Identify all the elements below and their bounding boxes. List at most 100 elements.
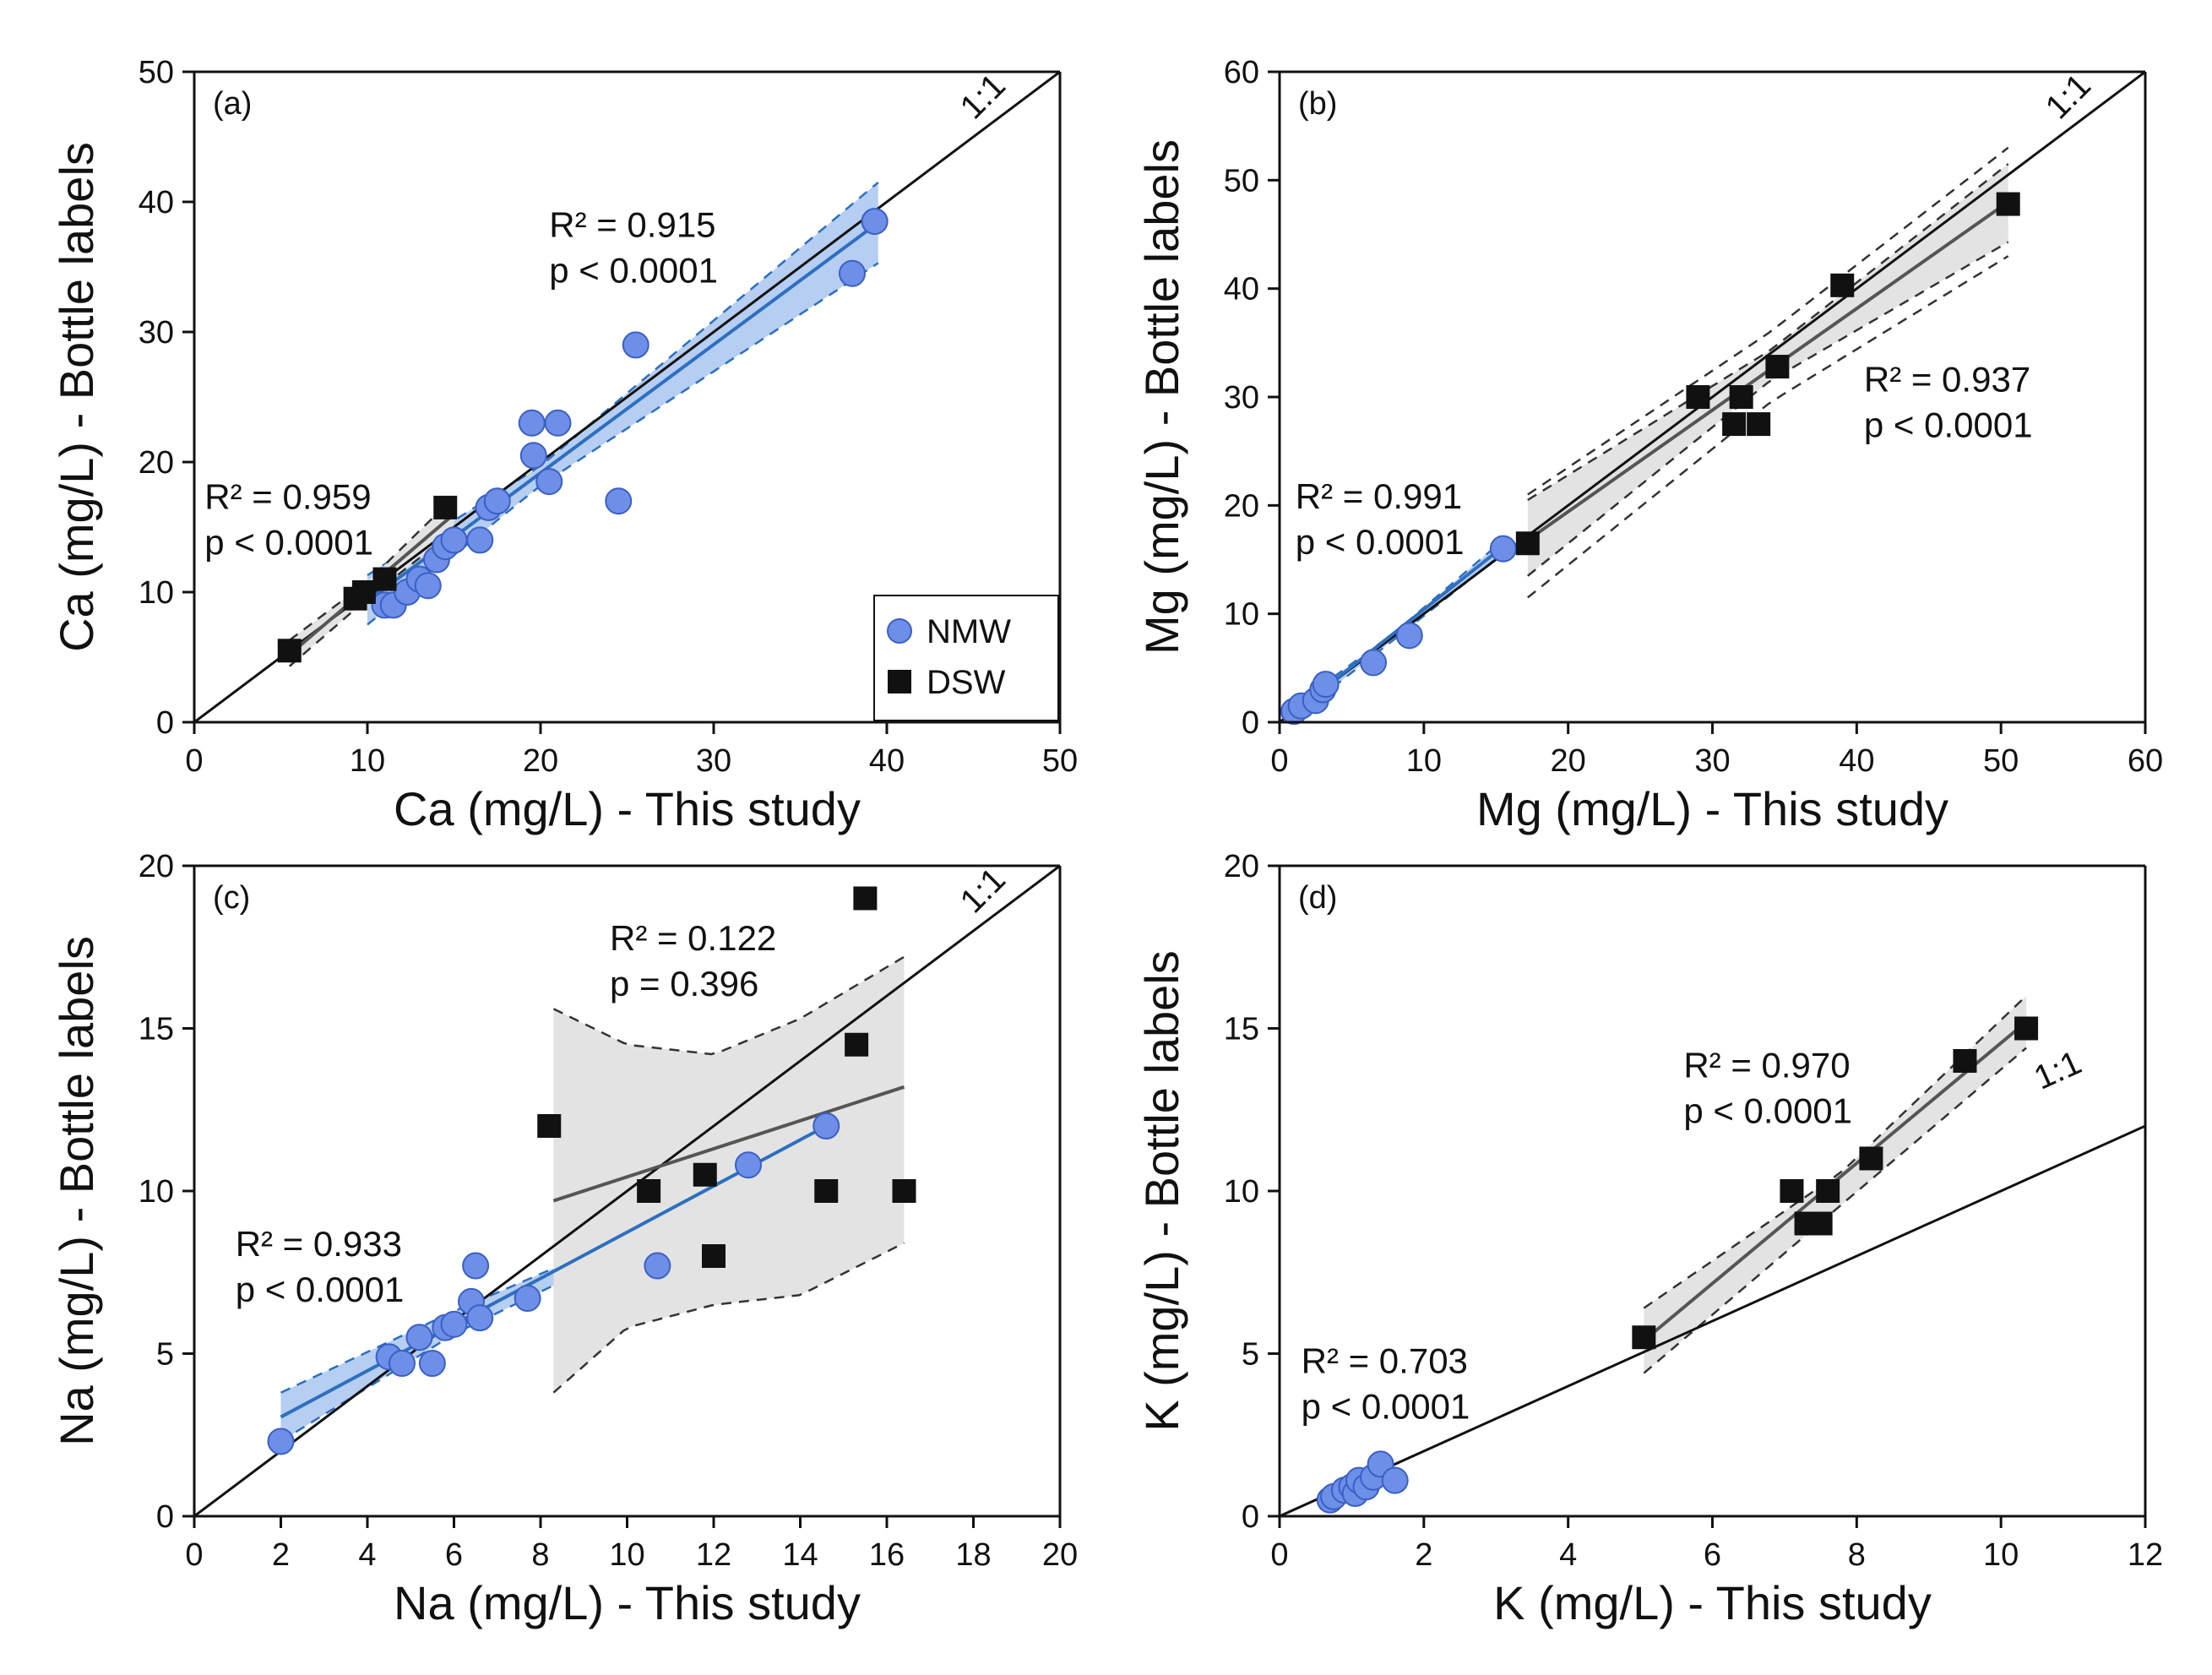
legend-marker-dsw — [888, 670, 911, 693]
band-lower-dsw — [1643, 1047, 2027, 1374]
y-tick-label: 40 — [139, 185, 174, 220]
y-axis-title: Na (mg/L) - Bottle labels — [50, 936, 103, 1446]
y-axis-title: Mg (mg/L) - Bottle labels — [1135, 139, 1188, 655]
data-point-nmw — [622, 331, 649, 359]
reference-line-1-1 — [1280, 1124, 2145, 1516]
y-tick-label: 30 — [139, 315, 174, 351]
reference-line-label: 1:1 — [2029, 1044, 2087, 1097]
reference-line-1-1 — [194, 866, 1060, 1516]
x-tick-label: 8 — [531, 1537, 549, 1573]
fit-line-dsw — [552, 1085, 905, 1203]
band-upper-dsw — [1643, 995, 2027, 1309]
x-axis-title: Mg (mg/L) - This study — [1476, 782, 1948, 835]
stats-annotation-dsw: p = 0.396 — [610, 964, 758, 1003]
data-point-dsw — [1722, 412, 1747, 437]
data-point-nmw — [466, 526, 494, 554]
reference-line-label: 1:1 — [2039, 67, 2098, 126]
stats-annotation-nmw: R² = 0.703 — [1302, 1341, 1468, 1381]
x-tick-label: 50 — [1042, 743, 1078, 779]
y-tick-label: 10 — [1224, 1174, 1259, 1210]
data-point-dsw — [1729, 385, 1753, 409]
data-point-nmw — [440, 526, 468, 554]
x-tick-label: 0 — [185, 1537, 203, 1573]
prediction-lower-dsw — [1527, 255, 2009, 599]
panel-a: 0 10 20 30 40 50 0 10 20 30 40 50 Ca (mg/L) - This s… — [50, 55, 1078, 835]
data-point-nmw — [405, 1324, 433, 1351]
x-tick-label: 16 — [869, 1537, 905, 1573]
y-axis-title: K (mg/L) - Bottle labels — [1135, 950, 1188, 1432]
legend-marker-nmw — [887, 618, 912, 644]
x-tick-label: 10 — [1406, 743, 1442, 779]
stats-annotation-nmw: R² = 0.915 — [549, 205, 715, 245]
data-point-dsw — [853, 886, 878, 911]
data-point-nmw — [518, 409, 546, 437]
x-tick-label: 0 — [185, 743, 203, 779]
stats-annotation-nmw: R² = 0.991 — [1296, 476, 1462, 516]
reference-line-label: 1:1 — [954, 67, 1013, 126]
stats-annotation-dsw: R² = 0.122 — [610, 918, 776, 958]
stats-annotation-dsw: R² = 0.959 — [204, 476, 371, 516]
data-point-dsw — [1996, 192, 2020, 216]
x-axis-title: Ca (mg/L) - This study — [394, 782, 861, 835]
data-point-dsw — [845, 1032, 869, 1057]
y-tick-label: 10 — [139, 575, 174, 611]
band-lower-dsw — [1527, 241, 2009, 577]
x-tick-label: 50 — [1983, 743, 2019, 779]
x-tick-label: 20 — [1042, 1537, 1078, 1573]
y-tick-label: 15 — [139, 1012, 174, 1047]
panel-c: 0 2 4 6 8 10 12 14 16 18 20 0 5 10 15 20 Na (mg/L) - Thi… — [50, 849, 1078, 1629]
data-point-nmw — [535, 468, 563, 496]
data-point-nmw — [483, 487, 511, 515]
x-tick-label: 8 — [1848, 1537, 1866, 1573]
data-point-nmw — [1489, 535, 1517, 563]
y-tick-label: 5 — [156, 1337, 174, 1373]
stats-annotation-dsw: p < 0.0001 — [1683, 1090, 1852, 1130]
panel-label: (d) — [1298, 880, 1337, 916]
band-upper-dsw — [289, 496, 455, 641]
y-tick-label: 20 — [1224, 849, 1259, 884]
y-tick-label: 50 — [1224, 163, 1259, 198]
x-tick-label: 20 — [1551, 743, 1586, 779]
data-point-nmw — [839, 259, 866, 287]
y-tick-label: 0 — [156, 1499, 174, 1535]
data-point-dsw — [1859, 1146, 1883, 1171]
x-tick-label: 4 — [358, 1537, 376, 1573]
prediction-upper-dsw — [1527, 146, 2009, 496]
y-tick-label: 15 — [1224, 1012, 1259, 1047]
data-point-nmw — [1312, 671, 1340, 699]
panel-label: (a) — [213, 86, 252, 122]
data-point-dsw — [1808, 1211, 1833, 1236]
x-tick-label: 6 — [1704, 1537, 1721, 1573]
y-tick-label: 60 — [1224, 55, 1259, 90]
x-tick-label: 18 — [955, 1537, 991, 1573]
data-point-nmw — [462, 1252, 490, 1280]
reference-line-1-1 — [1280, 72, 2145, 722]
y-tick-label: 50 — [139, 55, 174, 90]
data-point-nmw — [544, 409, 572, 437]
data-point-dsw — [693, 1162, 717, 1187]
data-point-nmw — [514, 1285, 541, 1313]
y-tick-label: 5 — [1242, 1337, 1259, 1373]
data-point-dsw — [637, 1179, 661, 1203]
x-tick-label: 12 — [696, 1537, 731, 1573]
reference-line-label: 1:1 — [954, 861, 1013, 920]
data-point-dsw — [1632, 1325, 1656, 1350]
data-point-dsw — [1830, 273, 1855, 297]
panel-d: 0 2 4 6 8 10 12 0 5 10 15 20 K (mg/L) - This study K … — [1135, 849, 2163, 1629]
x-tick-label: 30 — [1694, 743, 1730, 779]
x-tick-label: 10 — [350, 743, 385, 779]
data-point-nmw — [644, 1252, 671, 1280]
data-point-dsw — [1816, 1179, 1840, 1203]
x-tick-label: 20 — [523, 743, 558, 779]
x-axis-title: Na (mg/L) - This study — [394, 1576, 861, 1629]
y-tick-label: 0 — [1242, 705, 1259, 741]
panel-label: (c) — [213, 880, 250, 916]
data-point-nmw — [466, 1304, 494, 1332]
y-tick-label: 20 — [139, 849, 174, 884]
x-tick-label: 14 — [782, 1537, 818, 1573]
data-point-nmw — [1381, 1466, 1409, 1494]
legend: NMW DSW — [873, 595, 1059, 721]
data-point-nmw — [418, 1350, 446, 1378]
data-point-nmw — [519, 442, 547, 470]
